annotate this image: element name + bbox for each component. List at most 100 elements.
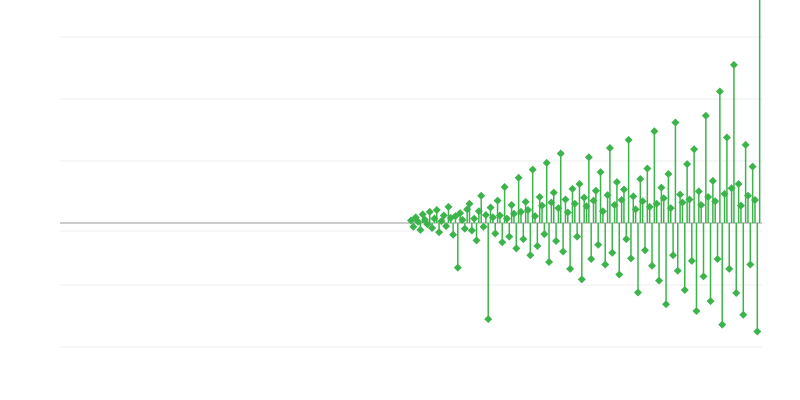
data-point-marker — [598, 207, 607, 216]
data-point-marker — [500, 183, 509, 192]
data-point-marker — [479, 222, 488, 231]
data-point-marker — [643, 164, 652, 173]
data-point-marker — [495, 211, 504, 220]
data-point-marker — [416, 225, 425, 234]
data-point-marker — [676, 190, 685, 199]
data-point-marker — [680, 285, 689, 294]
data-point-marker — [610, 201, 619, 210]
data-point-marker — [720, 189, 729, 198]
data-point-marker — [465, 199, 474, 208]
data-point-marker — [741, 140, 750, 149]
data-point-marker — [743, 191, 752, 200]
data-point-marker — [423, 220, 432, 229]
data-point-marker — [428, 223, 437, 232]
data-point-marker — [444, 202, 453, 211]
data-point-marker — [619, 185, 628, 194]
data-point-marker — [615, 270, 624, 279]
data-point-marker — [561, 195, 570, 204]
data-point-marker — [664, 170, 673, 179]
data-point-marker — [746, 260, 755, 269]
data-point-marker — [678, 198, 687, 207]
data-point-marker — [439, 211, 448, 220]
data-point-marker — [708, 176, 717, 185]
data-point-marker — [456, 209, 465, 218]
data-point-marker — [505, 232, 514, 241]
data-point-marker — [699, 272, 708, 281]
data-point-marker — [453, 263, 462, 272]
data-point-marker — [435, 228, 444, 237]
data-point-marker — [493, 196, 502, 205]
data-point-marker — [526, 251, 535, 260]
data-point-marker — [488, 213, 497, 222]
data-point-marker — [514, 173, 523, 182]
data-point-marker — [683, 160, 692, 169]
data-point-marker — [414, 217, 423, 226]
data-point-marker — [622, 235, 631, 244]
data-point-marker — [603, 191, 612, 200]
data-point-marker — [432, 205, 441, 214]
data-point-marker — [608, 248, 617, 257]
data-point-marker — [554, 204, 563, 213]
data-point-marker — [470, 214, 479, 223]
data-point-marker — [690, 145, 699, 154]
data-point-marker — [624, 135, 633, 144]
data-point-marker — [734, 179, 743, 188]
data-point-marker — [477, 191, 486, 200]
data-point-marker — [535, 192, 544, 201]
data-point-marker — [549, 188, 558, 197]
data-point-marker — [449, 230, 458, 239]
data-point-marker — [631, 205, 640, 214]
data-point-marker — [753, 327, 762, 336]
data-point-marker — [521, 197, 530, 206]
data-point-marker — [736, 201, 745, 210]
data-point-marker — [687, 256, 696, 265]
data-point-marker — [458, 215, 467, 224]
data-point-marker — [725, 264, 734, 273]
data-point-marker — [629, 192, 638, 201]
gridlines — [60, 36, 762, 348]
data-point-marker — [430, 214, 439, 223]
data-point-marker — [460, 224, 469, 233]
data-point-marker — [662, 300, 671, 309]
data-point-marker — [577, 275, 586, 284]
data-point-marker — [540, 230, 549, 239]
data-point-marker — [748, 162, 757, 171]
data-point-marker — [533, 241, 542, 250]
data-point-marker — [671, 118, 680, 127]
data-point-marker — [645, 202, 654, 211]
data-point-marker — [566, 264, 575, 273]
data-point-marker — [685, 195, 694, 204]
data-point-marker — [425, 207, 434, 216]
data-point-marker — [638, 197, 647, 206]
data-point-marker — [669, 251, 678, 260]
data-point-marker — [722, 133, 731, 142]
data-point-marker — [641, 246, 649, 255]
data-point-marker — [575, 179, 584, 188]
data-point-marker — [538, 201, 547, 210]
data-point-marker — [467, 226, 476, 235]
data-point-marker — [552, 236, 561, 245]
data-point-marker — [711, 197, 720, 206]
data-point-marker — [481, 210, 490, 219]
data-point-marker — [596, 168, 605, 177]
data-point-marker — [580, 193, 589, 202]
data-point-marker — [612, 178, 621, 187]
data-point-marker — [701, 111, 710, 120]
data-point-marker — [507, 201, 516, 210]
data-point-marker — [750, 196, 759, 205]
data-point-marker — [697, 201, 706, 210]
data-point-marker — [704, 192, 713, 201]
data-point-marker — [617, 196, 626, 205]
data-point-marker — [556, 149, 565, 158]
data-point-marker — [692, 307, 701, 316]
data-point-marker — [732, 289, 741, 298]
data-point-marker — [636, 174, 645, 183]
data-point-marker — [568, 184, 577, 193]
data-point-marker — [650, 127, 659, 136]
data-point-markers — [407, 60, 762, 336]
data-point-marker — [442, 222, 451, 231]
data-point-marker — [516, 207, 525, 216]
